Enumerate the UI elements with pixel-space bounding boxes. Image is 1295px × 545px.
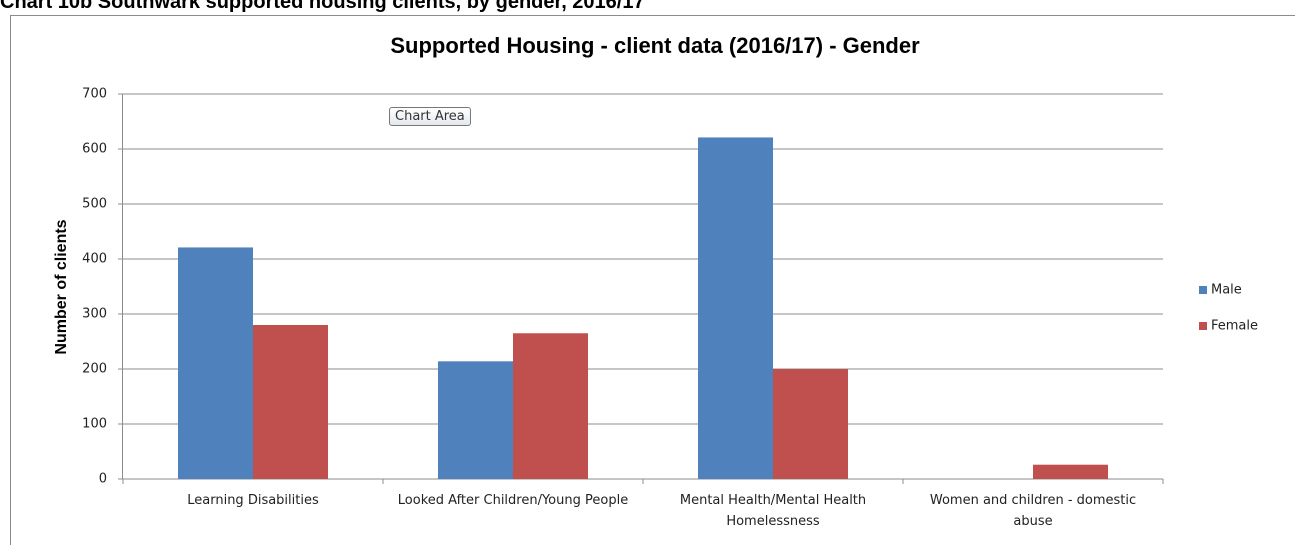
x-tick-label: Learning Disabilities	[187, 493, 319, 508]
bar	[1033, 464, 1108, 479]
legend-swatch	[1199, 286, 1207, 294]
legend-swatch	[1199, 322, 1207, 330]
bar	[773, 369, 848, 479]
y-tick-label: 700	[82, 87, 107, 102]
bar	[513, 333, 588, 479]
y-tick-label: 200	[82, 362, 107, 377]
legend-label: Female	[1211, 319, 1258, 334]
y-tick-label: 300	[82, 307, 107, 322]
legend-label: Male	[1211, 283, 1242, 298]
y-tick-label: 500	[82, 197, 107, 212]
page-heading: Chart 10b Southwark supported housing cl…	[0, 0, 645, 13]
x-tick-label: Mental Health/Mental Health Homelessness	[679, 493, 867, 529]
x-tick-label: Women and children - domestic abuse	[929, 493, 1137, 529]
y-tick-label: 600	[82, 142, 107, 157]
y-axis-label: Number of clients	[53, 219, 70, 354]
y-tick-label: 400	[82, 252, 107, 267]
bar	[438, 361, 513, 479]
bar	[698, 137, 773, 479]
bar	[253, 325, 328, 479]
tooltip: Chart Area	[389, 107, 471, 126]
chart-title: Supported Housing - client data (2016/17…	[390, 33, 920, 58]
y-tick-label: 100	[82, 417, 107, 432]
x-tick-label: Looked After Children/Young People	[397, 493, 629, 508]
bar	[178, 247, 253, 479]
y-tick-label: 0	[99, 472, 107, 487]
